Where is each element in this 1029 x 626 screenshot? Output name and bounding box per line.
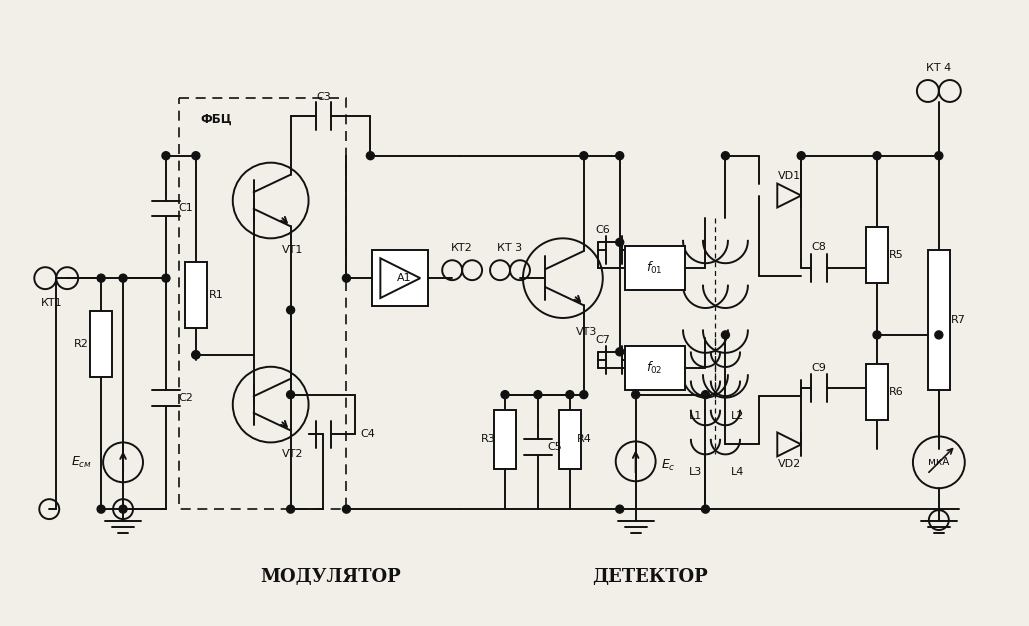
Text: мкА: мкА (928, 458, 950, 468)
Text: $E_{см}$: $E_{см}$ (71, 454, 92, 470)
Circle shape (534, 391, 542, 399)
Circle shape (615, 505, 624, 513)
Circle shape (287, 306, 294, 314)
Text: R7: R7 (952, 315, 966, 325)
Bar (91, 311, 112, 377)
Circle shape (119, 505, 127, 513)
Text: C9: C9 (812, 362, 826, 372)
Circle shape (287, 391, 294, 399)
Text: VD2: VD2 (778, 459, 801, 470)
Bar (625, 346, 684, 389)
Circle shape (343, 505, 351, 513)
Circle shape (721, 151, 730, 160)
Circle shape (191, 151, 200, 160)
Text: VT3: VT3 (576, 327, 598, 337)
Text: C1: C1 (178, 203, 193, 213)
Text: R1: R1 (209, 290, 223, 300)
Circle shape (97, 505, 105, 513)
Text: L3: L3 (688, 467, 702, 477)
Circle shape (162, 274, 170, 282)
Text: КТ 4: КТ 4 (926, 63, 952, 73)
Circle shape (935, 331, 943, 339)
Text: R6: R6 (889, 387, 903, 397)
Circle shape (615, 151, 624, 160)
Text: КТ1: КТ1 (40, 298, 62, 308)
Bar (185, 262, 207, 328)
Text: VT1: VT1 (282, 245, 304, 255)
Circle shape (162, 151, 170, 160)
Text: C3: C3 (316, 92, 331, 102)
Circle shape (702, 505, 709, 513)
Text: КТ 3: КТ 3 (497, 244, 523, 254)
Text: L4: L4 (731, 467, 744, 477)
Text: L2: L2 (731, 411, 744, 421)
Circle shape (702, 391, 709, 399)
Text: C5: C5 (547, 443, 562, 453)
Text: R2: R2 (74, 339, 88, 349)
Bar (494, 409, 516, 470)
Text: A1: A1 (397, 273, 412, 283)
Circle shape (935, 151, 943, 160)
Circle shape (191, 351, 200, 359)
Circle shape (343, 274, 351, 282)
Text: R5: R5 (889, 250, 903, 260)
Circle shape (501, 391, 509, 399)
Text: C7: C7 (596, 335, 610, 345)
Bar (625, 246, 684, 290)
Circle shape (615, 239, 624, 246)
Text: ДЕТЕКТОР: ДЕТЕКТОР (592, 568, 708, 586)
Text: C4: C4 (360, 429, 375, 439)
Text: $f_{01}$: $f_{01}$ (646, 260, 663, 276)
Text: $f_{02}$: $f_{02}$ (646, 360, 663, 376)
Circle shape (287, 505, 294, 513)
Text: R4: R4 (577, 434, 593, 444)
Text: КТ2: КТ2 (452, 244, 473, 254)
Circle shape (632, 391, 640, 399)
Circle shape (97, 274, 105, 282)
Circle shape (191, 351, 200, 359)
Circle shape (873, 151, 881, 160)
Bar (179, 98, 347, 509)
Circle shape (366, 151, 375, 160)
Bar (866, 364, 888, 419)
Circle shape (873, 331, 881, 339)
Text: $E_c$: $E_c$ (662, 458, 676, 473)
Text: VT2: VT2 (282, 449, 304, 459)
Text: МОДУЛЯТОР: МОДУЛЯТОР (260, 568, 401, 586)
Bar (866, 227, 888, 283)
Circle shape (579, 391, 588, 399)
Circle shape (119, 274, 127, 282)
Circle shape (797, 151, 806, 160)
Circle shape (566, 391, 574, 399)
Circle shape (579, 151, 588, 160)
Text: L1: L1 (688, 411, 702, 421)
Text: R3: R3 (481, 434, 495, 444)
Circle shape (615, 348, 624, 356)
Text: C6: C6 (596, 225, 610, 235)
Bar (372, 250, 428, 306)
Bar (559, 409, 580, 470)
Text: C2: C2 (178, 393, 193, 403)
Text: C8: C8 (812, 242, 826, 252)
Text: VD1: VD1 (778, 171, 801, 181)
Bar (928, 250, 950, 389)
Circle shape (721, 331, 730, 339)
Text: ФБЦ: ФБЦ (200, 112, 232, 125)
